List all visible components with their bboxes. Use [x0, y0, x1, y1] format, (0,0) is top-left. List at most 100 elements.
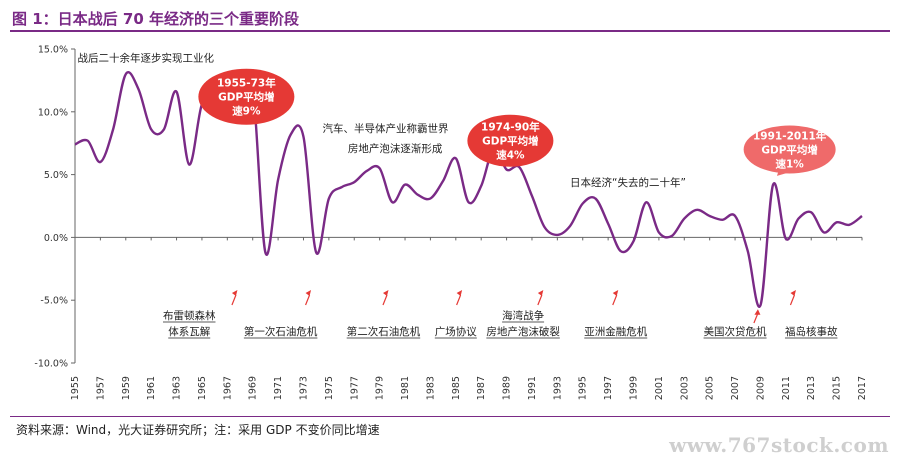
event-arrowhead [754, 309, 761, 315]
event-marker: 广场协议 [434, 290, 477, 339]
event-label: 第二次石油危机 [347, 325, 421, 338]
x-tick-label: 2017 [857, 376, 868, 400]
x-tick-label: 1985 [451, 376, 462, 400]
event-arrowhead [231, 290, 238, 296]
event-arrowhead [612, 290, 619, 296]
event-label: 亚洲金融危机 [584, 325, 647, 338]
x-tick-label: 2005 [705, 376, 716, 400]
event-label: 广场协议 [435, 325, 477, 338]
event-marker: 亚洲金融危机 [584, 290, 648, 339]
annotation-text: 房地产泡沫逐渐形成 [348, 142, 443, 155]
x-tick-label: 2007 [730, 376, 741, 400]
event-arrowhead [790, 290, 796, 296]
figure-title: 图 1：日本战后 70 年经济的三个重要阶段 [12, 10, 299, 28]
plot-area [74, 70, 863, 308]
x-tick-label: 1991 [527, 376, 538, 400]
x-tick-label: 1999 [629, 376, 640, 400]
x-tick-label: 1989 [502, 376, 513, 400]
x-tick-label: 1959 [121, 376, 132, 400]
event-arrow [305, 294, 311, 306]
y-tick-label: -10.0% [34, 359, 68, 370]
x-tick-label: 2001 [654, 376, 665, 400]
event-arrow [537, 294, 543, 306]
event-label: 体系瓦解 [168, 325, 210, 338]
annotation-text: 日本经济“失去的二十年” [570, 176, 686, 189]
x-tick-label: 1993 [552, 376, 563, 400]
callout-text: 1955-73年 [217, 77, 276, 90]
event-arrowhead [456, 290, 463, 296]
x-tick-label: 1961 [146, 376, 157, 400]
event-arrow [382, 294, 388, 306]
callout-text: 速9% [232, 105, 261, 118]
y-tick-label: 5.0% [44, 170, 68, 181]
x-tick-label: 2003 [679, 376, 690, 400]
callout-text: 速1% [775, 157, 804, 170]
event-marker: 第一次石油危机 [243, 290, 318, 339]
x-tick-label: 1965 [197, 376, 208, 400]
event-label: 海湾战争 [502, 309, 544, 322]
event-label: 福岛核事故 [785, 325, 838, 338]
event-arrow [612, 294, 618, 306]
event-arrowhead [537, 290, 544, 296]
annotation-text: 汽车、半导体产业称霸世界 [323, 122, 449, 135]
bubbles: 1955-73年GDP平均增速9%1974-90年GDP平均增速4%1991-2… [198, 68, 836, 176]
event-label: 房地产泡沫破裂 [486, 325, 560, 338]
x-tick-label: 1975 [324, 376, 335, 400]
x-tick-label: 1987 [476, 376, 487, 400]
event-marker: 第二次石油危机 [346, 290, 421, 339]
event-arrowhead [382, 290, 389, 296]
x-tick-label: 2013 [806, 376, 817, 400]
callout-text: GDP平均增 [482, 135, 539, 148]
source-rule [10, 416, 890, 417]
y-tick-label: -5.0% [40, 296, 68, 307]
x-tick-label: 1963 [172, 376, 183, 400]
y-tick-label: 10.0% [38, 107, 68, 118]
x-tick-label: 1981 [400, 376, 411, 400]
event-label: 美国次贷危机 [704, 325, 767, 338]
x-tick-label: 1955 [70, 376, 81, 400]
x-tick-label: 1995 [578, 376, 589, 400]
y-tick-label: 0.0% [44, 233, 68, 244]
x-tick-label: 1997 [603, 376, 614, 400]
x-tick-label: 1957 [95, 376, 106, 400]
title-rule [10, 30, 890, 32]
source-note: 资料来源：Wind，光大证券研究所；注：采用 GDP 不变价同比增速 [16, 423, 380, 437]
callout-text: GDP平均增 [218, 91, 275, 104]
gdp-growth-chart: 15.0% 10.0% 5.0% 0.0% -5.0% -10.0%1955 1957 195… [34, 45, 868, 401]
gdp-growth-line [74, 70, 863, 308]
axes: 15.0% 10.0% 5.0% 0.0% -5.0% -10.0%1955 1957 195… [34, 45, 868, 401]
x-tick-label: 1969 [248, 376, 259, 400]
event-arrow [789, 294, 796, 306]
event-label: 布雷顿森林 [163, 309, 216, 322]
event-arrow [231, 294, 237, 306]
watermark: www.767stock.com [669, 433, 889, 457]
x-tick-label: 1977 [349, 376, 360, 400]
y-tick-label: 15.0% [38, 45, 68, 56]
callout-text: 1974-90年 [481, 121, 540, 134]
callout-text: 1991-2011年 [753, 129, 827, 142]
x-tick-label: 1979 [375, 376, 386, 400]
callout-ellipse [467, 114, 554, 167]
x-tick-label: 1973 [298, 376, 309, 400]
event-marker: 福岛核事故 [784, 290, 838, 339]
event-label: 第一次石油危机 [244, 325, 318, 338]
event-marker: 美国次贷危机 [703, 309, 767, 339]
x-tick-label: 2009 [755, 376, 766, 400]
x-tick-label: 1983 [425, 376, 436, 400]
x-tick-label: 2011 [781, 376, 792, 400]
annotations: 战后二十余年逐步实现工业化汽车、半导体产业称霸世界房地产泡沫逐渐形成日本经济“失… [78, 52, 686, 189]
callout-text: GDP平均增 [761, 143, 818, 156]
event-arrow [456, 294, 462, 306]
x-tick-label: 1971 [273, 376, 284, 400]
x-tick-label: 1967 [222, 376, 233, 400]
annotation-text: 战后二十余年逐步实现工业化 [78, 52, 215, 65]
x-tick-label: 2015 [832, 376, 843, 400]
callout-text: 速4% [496, 149, 525, 162]
callout-ellipse [743, 125, 836, 174]
